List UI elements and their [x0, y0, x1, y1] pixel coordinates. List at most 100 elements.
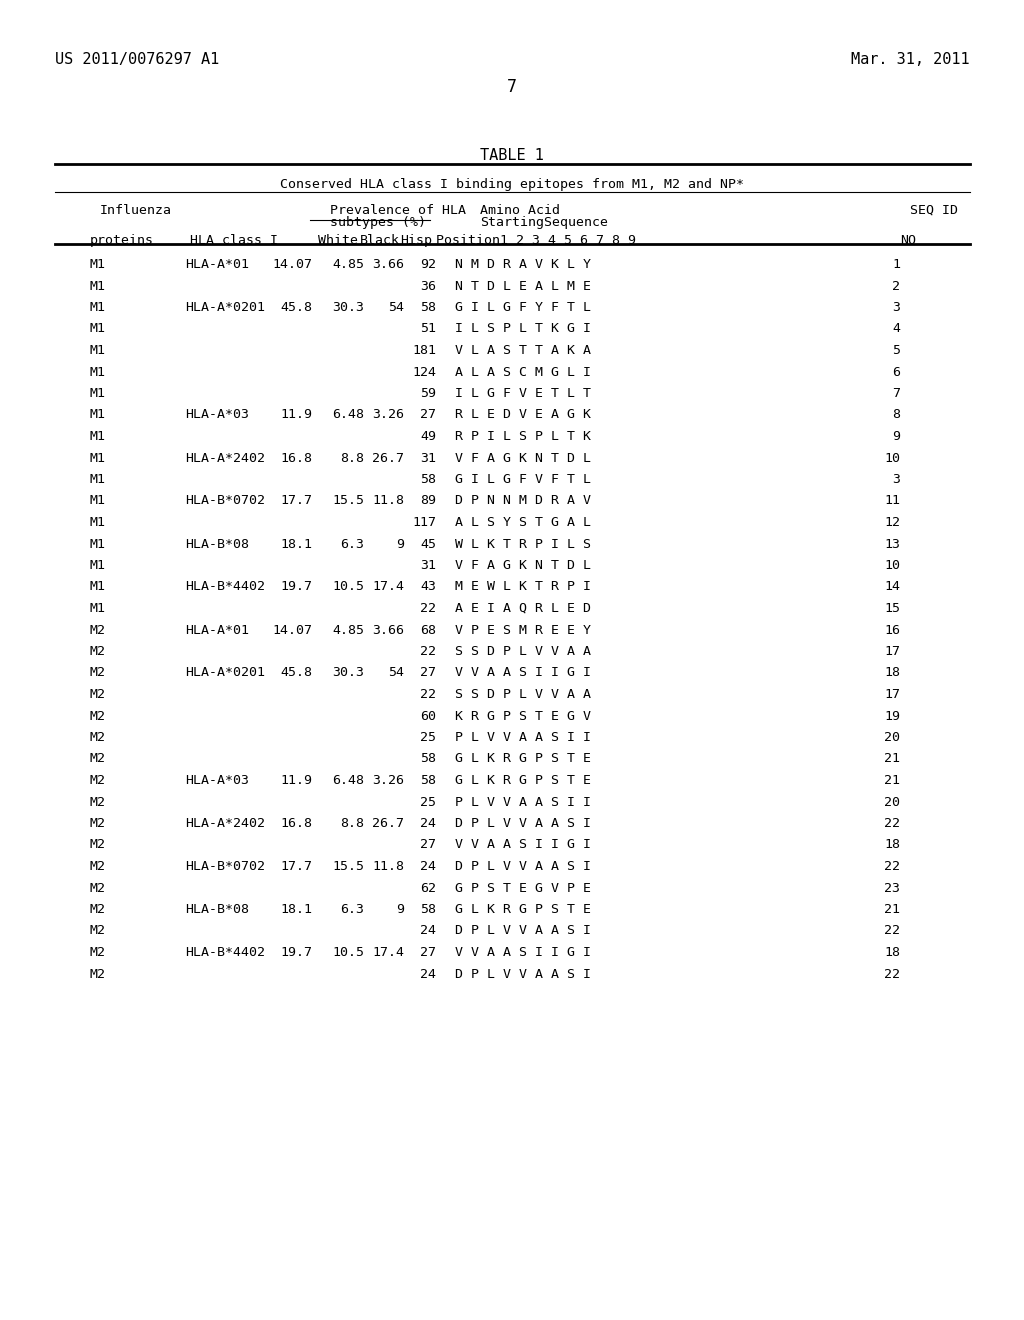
Text: Conserved HLA class I binding epitopes from M1, M2 and NP*: Conserved HLA class I binding epitopes f… [280, 178, 744, 191]
Text: 49: 49 [420, 430, 436, 444]
Text: 62: 62 [420, 882, 436, 895]
Text: M1: M1 [90, 430, 106, 444]
Text: 6.3: 6.3 [340, 903, 364, 916]
Text: 11.9: 11.9 [280, 408, 312, 421]
Text: HLA-A*0201: HLA-A*0201 [185, 667, 265, 680]
Text: 3.66: 3.66 [372, 257, 404, 271]
Text: 11: 11 [884, 495, 900, 507]
Text: V V A A S I I G I: V V A A S I I G I [455, 667, 591, 680]
Text: 24: 24 [420, 817, 436, 830]
Text: 24: 24 [420, 861, 436, 873]
Text: 45: 45 [420, 537, 436, 550]
Text: M2: M2 [90, 903, 106, 916]
Text: I L G F V E T L T: I L G F V E T L T [455, 387, 591, 400]
Text: HLA-B*0702: HLA-B*0702 [185, 495, 265, 507]
Text: 9: 9 [396, 903, 404, 916]
Text: R P I L S P L T K: R P I L S P L T K [455, 430, 591, 444]
Text: G L K R G P S T E: G L K R G P S T E [455, 903, 591, 916]
Text: HLA-B*08: HLA-B*08 [185, 903, 249, 916]
Text: HLA-B*4402: HLA-B*4402 [185, 946, 265, 960]
Text: 117: 117 [412, 516, 436, 529]
Text: M2: M2 [90, 796, 106, 808]
Text: R L E D V E A G K: R L E D V E A G K [455, 408, 591, 421]
Text: 11.9: 11.9 [280, 774, 312, 787]
Text: Amino Acid: Amino Acid [480, 205, 560, 216]
Text: 22: 22 [884, 924, 900, 937]
Text: Mar. 31, 2011: Mar. 31, 2011 [851, 51, 970, 67]
Text: 4.85: 4.85 [332, 623, 364, 636]
Text: 18: 18 [884, 946, 900, 960]
Text: 3.26: 3.26 [372, 408, 404, 421]
Text: M1: M1 [90, 322, 106, 335]
Text: M1: M1 [90, 451, 106, 465]
Text: M2: M2 [90, 710, 106, 722]
Text: HLA class I: HLA class I [190, 234, 278, 247]
Text: 10.5: 10.5 [332, 581, 364, 594]
Text: A E I A Q R L E D: A E I A Q R L E D [455, 602, 591, 615]
Text: 9: 9 [892, 430, 900, 444]
Text: 19: 19 [884, 710, 900, 722]
Text: 17: 17 [884, 688, 900, 701]
Text: 25: 25 [420, 796, 436, 808]
Text: HLA-B*08: HLA-B*08 [185, 537, 249, 550]
Text: M1: M1 [90, 473, 106, 486]
Text: 60: 60 [420, 710, 436, 722]
Text: D P L V V A A S I: D P L V V A A S I [455, 968, 591, 981]
Text: M1: M1 [90, 387, 106, 400]
Text: M2: M2 [90, 774, 106, 787]
Text: G I L G F Y F T L: G I L G F Y F T L [455, 301, 591, 314]
Text: G P S T E G V P E: G P S T E G V P E [455, 882, 591, 895]
Text: 10: 10 [884, 451, 900, 465]
Text: NO: NO [900, 234, 916, 247]
Text: N T D L E A L M E: N T D L E A L M E [455, 280, 591, 293]
Text: Position1 2 3 4 5 6 7 8 9: Position1 2 3 4 5 6 7 8 9 [436, 234, 636, 247]
Text: 31: 31 [420, 558, 436, 572]
Text: 16.8: 16.8 [280, 451, 312, 465]
Text: 3.66: 3.66 [372, 623, 404, 636]
Text: M1: M1 [90, 581, 106, 594]
Text: P L V V A A S I I: P L V V A A S I I [455, 731, 591, 744]
Text: 20: 20 [884, 796, 900, 808]
Text: V V A A S I I G I: V V A A S I I G I [455, 946, 591, 960]
Text: HLA-A*01: HLA-A*01 [185, 257, 249, 271]
Text: 11.8: 11.8 [372, 861, 404, 873]
Text: W L K T R P I L S: W L K T R P I L S [455, 537, 591, 550]
Text: 13: 13 [884, 537, 900, 550]
Text: 181: 181 [412, 345, 436, 356]
Text: 14.07: 14.07 [272, 623, 312, 636]
Text: 6: 6 [892, 366, 900, 379]
Text: M2: M2 [90, 623, 106, 636]
Text: 26.7: 26.7 [372, 451, 404, 465]
Text: 4.85: 4.85 [332, 257, 364, 271]
Text: 19.7: 19.7 [280, 946, 312, 960]
Text: 23: 23 [884, 882, 900, 895]
Text: 1: 1 [892, 257, 900, 271]
Text: 7: 7 [892, 387, 900, 400]
Text: A L S Y S T G A L: A L S Y S T G A L [455, 516, 591, 529]
Text: M1: M1 [90, 558, 106, 572]
Text: 16.8: 16.8 [280, 817, 312, 830]
Text: 10.5: 10.5 [332, 946, 364, 960]
Text: 36: 36 [420, 280, 436, 293]
Text: D P L V V A A S I: D P L V V A A S I [455, 924, 591, 937]
Text: 6.48: 6.48 [332, 408, 364, 421]
Text: M2: M2 [90, 946, 106, 960]
Text: 24: 24 [420, 968, 436, 981]
Text: 92: 92 [420, 257, 436, 271]
Text: Hisp: Hisp [400, 234, 432, 247]
Text: HLA-A*2402: HLA-A*2402 [185, 451, 265, 465]
Text: SEQ ID: SEQ ID [910, 205, 958, 216]
Text: 25: 25 [420, 731, 436, 744]
Text: 6.3: 6.3 [340, 537, 364, 550]
Text: 58: 58 [420, 752, 436, 766]
Text: 18.1: 18.1 [280, 537, 312, 550]
Text: M1: M1 [90, 301, 106, 314]
Text: M2: M2 [90, 667, 106, 680]
Text: M E W L K T R P I: M E W L K T R P I [455, 581, 591, 594]
Text: StartingSequence: StartingSequence [480, 216, 608, 228]
Text: M2: M2 [90, 838, 106, 851]
Text: M1: M1 [90, 257, 106, 271]
Text: V L A S T T A K A: V L A S T T A K A [455, 345, 591, 356]
Text: HLA-A*01: HLA-A*01 [185, 623, 249, 636]
Text: 7: 7 [507, 78, 517, 96]
